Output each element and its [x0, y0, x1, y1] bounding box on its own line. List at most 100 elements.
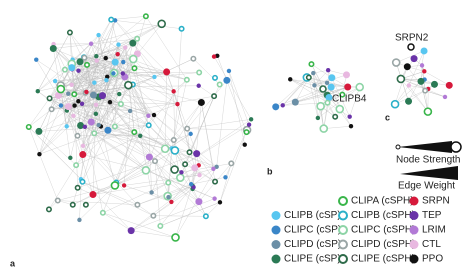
node [211, 54, 217, 59]
node [197, 172, 202, 178]
node [99, 209, 106, 216]
edge [94, 124, 149, 134]
edge [79, 154, 84, 220]
edge [98, 61, 124, 126]
node [61, 66, 68, 73]
scale-label: Edge Weight [398, 181, 455, 192]
edge [55, 76, 125, 82]
node [214, 164, 219, 170]
node [175, 101, 180, 107]
node [48, 106, 55, 113]
edge [228, 70, 250, 125]
node [34, 57, 39, 62]
edge [187, 128, 248, 131]
weight-wedge [400, 166, 458, 180]
edge [28, 126, 82, 180]
edge [314, 85, 336, 117]
edge [28, 126, 59, 201]
node [134, 201, 141, 208]
node [339, 91, 346, 98]
edge [79, 61, 155, 78]
edge [130, 110, 155, 116]
node [104, 77, 109, 83]
edge [168, 148, 172, 198]
edge [115, 20, 182, 29]
edge [133, 58, 178, 105]
node [157, 19, 166, 29]
node [406, 83, 412, 88]
edge [86, 64, 94, 96]
node [328, 74, 336, 82]
edge [111, 16, 146, 20]
legend-label: CTL [422, 239, 441, 250]
node [37, 151, 42, 157]
legend-label: CLIPD (cSP) [284, 239, 341, 250]
edge [201, 102, 214, 169]
edge [128, 86, 149, 126]
node [146, 113, 151, 119]
edge [39, 115, 74, 155]
edge [151, 165, 199, 193]
edge [68, 106, 96, 115]
edge [82, 73, 114, 155]
legend-label: CLIPE (cSPH) [351, 254, 415, 265]
node [212, 196, 217, 201]
edge [57, 185, 116, 201]
node [49, 45, 57, 53]
node [120, 71, 126, 76]
node [131, 129, 138, 136]
edge [184, 164, 216, 182]
edge [132, 84, 191, 135]
node [79, 178, 86, 185]
legend-swatch [409, 211, 419, 220]
edge [39, 109, 52, 155]
edge [290, 79, 328, 103]
node [96, 32, 101, 38]
edge [317, 86, 360, 119]
node [316, 101, 325, 111]
edge [154, 58, 194, 78]
edge [94, 133, 174, 141]
edge [51, 101, 111, 110]
node [121, 59, 126, 65]
edge [394, 66, 408, 105]
edge [213, 56, 252, 120]
edge [82, 181, 154, 216]
node [103, 55, 108, 61]
edge [77, 135, 125, 186]
edge [175, 165, 199, 238]
edge [217, 55, 247, 133]
edge [60, 93, 120, 106]
edge [60, 88, 111, 103]
edge [82, 145, 138, 205]
node [226, 68, 232, 74]
edge [424, 71, 450, 86]
edge [194, 167, 216, 182]
node [423, 107, 433, 116]
edge [153, 215, 206, 217]
node [149, 190, 154, 195]
legend-swatch [338, 239, 348, 250]
edge [74, 105, 78, 188]
node [152, 74, 157, 80]
node [111, 123, 118, 130]
node [127, 108, 133, 114]
edge [74, 19, 112, 95]
node [71, 113, 76, 119]
node [430, 80, 438, 88]
node [150, 212, 157, 219]
edge [82, 103, 122, 182]
legend-swatch [271, 211, 281, 220]
node [116, 42, 121, 47]
edge [166, 71, 197, 154]
edge [145, 16, 188, 80]
node [52, 78, 58, 84]
node [115, 52, 120, 57]
legend-swatch [271, 240, 281, 249]
node [100, 92, 105, 97]
edge [102, 212, 132, 231]
node [35, 127, 43, 135]
node [79, 101, 85, 106]
edge [79, 185, 116, 221]
